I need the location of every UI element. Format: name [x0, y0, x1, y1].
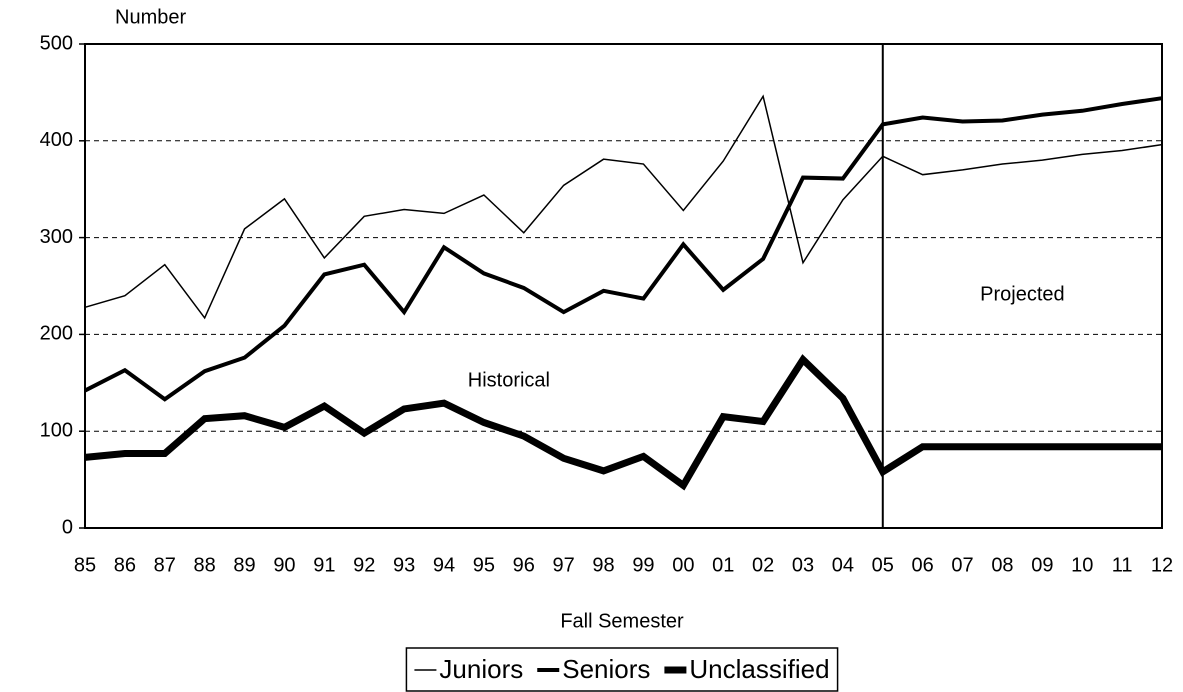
x-tick-label: 94 — [433, 554, 455, 576]
line — [84, 96, 1163, 402]
x-tick-label: 06 — [912, 554, 934, 576]
x-tick-label: 98 — [592, 554, 614, 576]
x-tick-label: 85 — [74, 554, 96, 576]
x-tick-label: 05 — [872, 554, 894, 576]
legend-label: Seniors — [562, 654, 650, 684]
x-tick-label: 92 — [353, 554, 375, 576]
x-tick-label: 87 — [154, 554, 176, 576]
x-tick-label: 96 — [513, 554, 535, 576]
x-tick-label: 86 — [114, 554, 136, 576]
legend-label: Unclassified — [689, 654, 829, 684]
annotation: Projected — [980, 283, 1065, 305]
x-tick-label: 10 — [1071, 554, 1093, 576]
y-tick-label: 200 — [40, 323, 73, 345]
x-axis-label: Fall Semester — [560, 610, 684, 632]
legend-box — [405, 647, 839, 692]
x-tick-label: 00 — [672, 554, 694, 576]
x-tick-label: 01 — [712, 554, 734, 576]
x-tick-label: 11 — [1112, 554, 1133, 576]
y-axis-label: Number — [115, 6, 186, 28]
line — [84, 94, 1163, 320]
y-tick-label: 500 — [40, 32, 73, 54]
x-tick-label: 07 — [951, 554, 973, 576]
legend-label: Juniors — [439, 654, 523, 684]
x-tick-label: 02 — [752, 554, 774, 576]
x-tick-label: 12 — [1151, 554, 1173, 576]
y-tick-label: 100 — [40, 419, 73, 441]
annotation: Historical — [468, 369, 550, 391]
x-tick-label: 95 — [473, 554, 495, 576]
x-tick-label: 03 — [792, 554, 814, 576]
x-tick-label: 90 — [273, 554, 295, 576]
y-tick-label: 300 — [40, 226, 73, 248]
x-tick-label: 97 — [553, 554, 575, 576]
line — [84, 354, 1162, 491]
x-tick-label: 08 — [991, 554, 1013, 576]
x-tick-label: 88 — [194, 554, 216, 576]
legend: Juniors Seniors Unclassified — [405, 647, 839, 692]
x-tick-label: 04 — [832, 554, 854, 576]
x-tick-label: 09 — [1031, 554, 1053, 576]
x-tick-label: 89 — [233, 554, 255, 576]
y-tick-label: 400 — [40, 129, 73, 151]
plot-border — [84, 43, 1163, 529]
x-tick-label: 99 — [632, 554, 654, 576]
y-tick-label: 0 — [62, 516, 73, 538]
x-tick-label: 91 — [313, 554, 335, 576]
x-tick-label: 93 — [393, 554, 415, 576]
